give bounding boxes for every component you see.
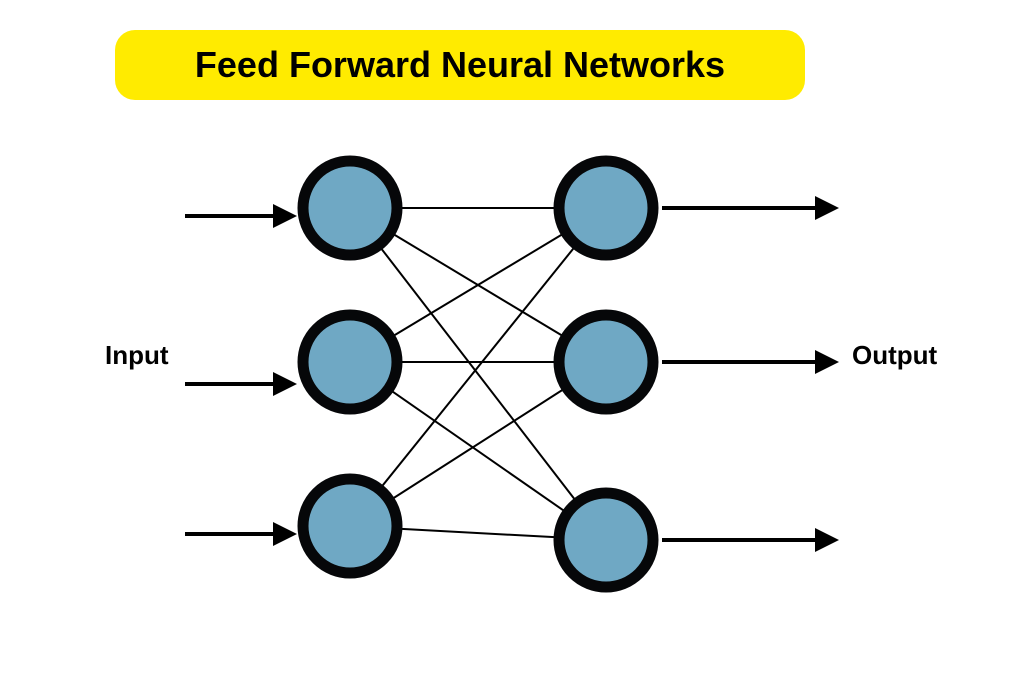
- neuron-node: [559, 493, 653, 587]
- edge: [397, 529, 559, 538]
- input-arrows-group: [185, 216, 293, 534]
- edge: [379, 245, 576, 490]
- neuron-node: [303, 315, 397, 409]
- neuron-node: [303, 161, 397, 255]
- edge: [389, 389, 568, 513]
- output-arrows-group: [662, 208, 835, 540]
- edges-group: [379, 208, 578, 537]
- neuron-node: [559, 315, 653, 409]
- network-diagram: [0, 0, 1019, 675]
- neuron-node: [303, 479, 397, 573]
- neuron-node: [559, 161, 653, 255]
